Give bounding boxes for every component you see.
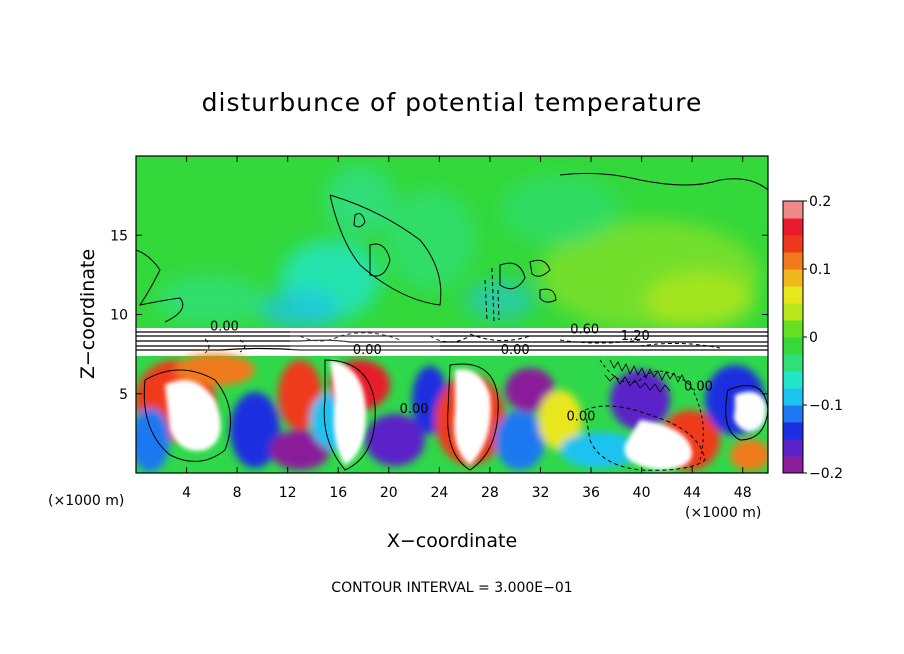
- contour-label: 0.60: [570, 323, 599, 338]
- x-tick-label: 12: [279, 485, 297, 501]
- y-axis-ticks: 5 10 15: [110, 228, 768, 403]
- colorbar-tick-label: 0.1: [809, 262, 831, 278]
- colorbar-swatch: [783, 422, 803, 440]
- colorbar-swatch: [783, 252, 803, 270]
- colorbar-tick-label: −0.1: [809, 398, 843, 414]
- colorbar-swatch: [783, 269, 803, 287]
- y-tick-label: 10: [110, 308, 128, 324]
- colorbar-swatch: [783, 371, 803, 389]
- colorbar-swatch: [783, 286, 803, 304]
- colorbar-swatch: [783, 456, 803, 474]
- contour-label: 0.00: [684, 380, 713, 395]
- contour-label: 1.20: [621, 329, 650, 344]
- plot-area: [136, 156, 768, 473]
- contour-label: 0.00: [400, 402, 429, 417]
- x-tick-label: 28: [481, 485, 499, 501]
- contour-label: 0.00: [353, 343, 382, 358]
- colorbar-swatch: [783, 218, 803, 236]
- x-tick-label: 32: [532, 485, 550, 501]
- x-tick-label: 8: [233, 485, 242, 501]
- chart-title: disturbunce of potential temperature: [202, 88, 703, 117]
- contour-label: 0.00: [566, 410, 595, 425]
- colorbar-swatch: [783, 303, 803, 321]
- colorbar-tick-label: 0.2: [809, 194, 831, 210]
- lower-white-cores: [165, 360, 767, 470]
- upper-anomalies: [155, 165, 760, 330]
- x-tick-label: 48: [734, 485, 752, 501]
- contour-interval-note: CONTOUR INTERVAL = 3.000E−01: [331, 580, 572, 596]
- x-unit-left: (×1000 m): [48, 493, 124, 509]
- colorbar-swatch: [783, 320, 803, 338]
- x-tick-label: 36: [582, 485, 600, 501]
- x-tick-label: 16: [329, 485, 347, 501]
- colorbar-swatch: [783, 405, 803, 423]
- y-tick-label: 15: [110, 228, 128, 244]
- colorbar-tick-label: 0: [809, 330, 818, 346]
- colorbar-swatch: [783, 439, 803, 457]
- x-tick-label: 44: [683, 485, 701, 501]
- colorbar: 0.2 0.1 0 −0.1 −0.2: [782, 194, 843, 482]
- lower-contours: [143, 359, 768, 471]
- upper-contours: [136, 172, 768, 323]
- x-axis-label: X−coordinate: [387, 530, 517, 552]
- colorbar-swatch: [783, 354, 803, 372]
- x-tick-label: 40: [633, 485, 651, 501]
- y-tick-label: 5: [119, 387, 128, 403]
- colorbar-swatch: [783, 201, 803, 219]
- x-axis-ticks: 4 8 12 16 20 24 28 32 36 40 44 48: [182, 156, 752, 501]
- x-tick-label: 20: [380, 485, 398, 501]
- x-tick-label: 4: [182, 485, 191, 501]
- colorbar-swatch: [783, 337, 803, 355]
- inversion-band: [136, 328, 768, 356]
- colorbar-swatch: [783, 388, 803, 406]
- y-axis-label: Z−coordinate: [77, 249, 99, 379]
- contour-label: 0.00: [210, 319, 239, 334]
- colorbar-swatch: [783, 235, 803, 253]
- x-tick-label: 24: [430, 485, 448, 501]
- contour-labels: 0.00 0.00 0.00 0.60 1.20 0.00 0.00 0.00: [210, 319, 713, 424]
- colorbar-tick-label: −0.2: [809, 466, 843, 482]
- x-unit-right: (×1000 m): [685, 505, 761, 521]
- contour-label: 0.00: [501, 343, 530, 358]
- turbulent-contour-cluster: [604, 359, 687, 393]
